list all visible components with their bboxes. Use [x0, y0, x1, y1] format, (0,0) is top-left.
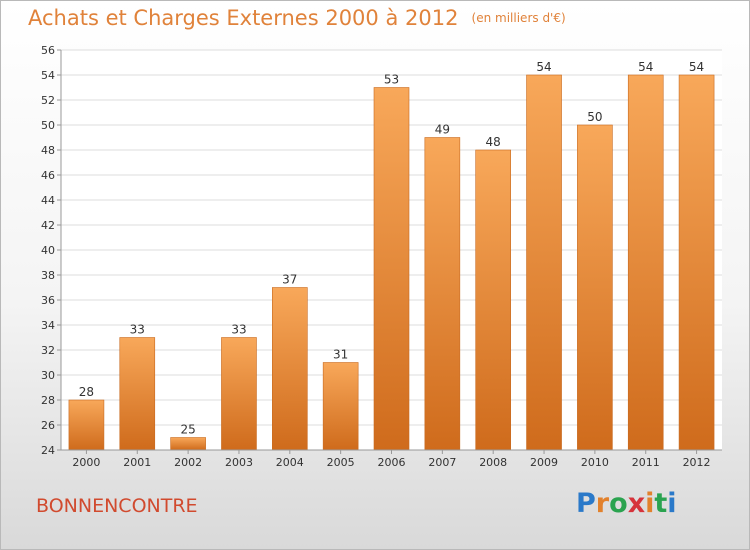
bar	[475, 149, 511, 451]
y-tick-label: 28	[41, 394, 55, 407]
y-tick-label: 42	[41, 219, 55, 232]
data-label: 25	[180, 423, 195, 437]
y-tick-label: 36	[41, 294, 55, 307]
data-label: 50	[587, 110, 602, 124]
data-label: 37	[282, 273, 297, 287]
axis-layer: 24 26 28 30 32 34 36 38 40 42 44 46 48 50 52 54 56 2000 20…	[41, 44, 722, 469]
y-tick-label: 26	[41, 419, 55, 432]
bar	[526, 74, 562, 451]
logo-letter: x	[627, 488, 646, 519]
x-tick-label: 2009	[530, 456, 558, 469]
y-tick-label: 44	[41, 194, 55, 207]
bar	[221, 337, 257, 451]
x-tick-label: 2003	[225, 456, 253, 469]
data-label: 33	[231, 323, 246, 337]
x-tick-label: 2012	[683, 456, 711, 469]
y-tick-label: 46	[41, 169, 55, 182]
bar	[678, 74, 715, 451]
y-tick-label: 32	[41, 344, 55, 357]
data-label: 54	[638, 60, 653, 74]
y-tick-label: 40	[41, 244, 55, 257]
data-label: 53	[384, 73, 399, 87]
bar	[272, 287, 308, 451]
bar	[119, 337, 156, 451]
bar	[577, 124, 613, 451]
data-label: 54	[536, 60, 551, 74]
x-tick-label: 2006	[378, 456, 406, 469]
x-tick-label: 2008	[479, 456, 507, 469]
unit-note: (en milliers d'€)	[471, 11, 566, 25]
y-tick-label: 34	[41, 319, 55, 332]
bar-layer: 28 33 25 33 37 31 53 49 48 54 50 54 54	[68, 60, 715, 451]
data-label: 49	[435, 123, 450, 137]
place-name: BONNENCONTRE	[36, 495, 198, 517]
logo-letter: o	[609, 488, 628, 519]
x-tick-label: 2001	[123, 456, 151, 469]
x-tick-label: 2005	[327, 456, 355, 469]
chart-title: Achats et Charges Externes 2000 à 2012	[28, 6, 459, 30]
y-tick-label: 48	[41, 144, 55, 157]
logo-letter: i	[645, 488, 655, 519]
logo-letter: r	[595, 488, 610, 519]
x-tick-label: 2007	[428, 456, 456, 469]
bar	[627, 74, 664, 451]
data-label: 31	[333, 348, 348, 362]
x-tick-label: 2002	[174, 456, 202, 469]
logo-letter: P	[576, 488, 596, 519]
y-tick-label: 24	[41, 444, 55, 457]
logo-letter: t	[654, 488, 668, 519]
bar	[424, 137, 461, 451]
bar	[68, 399, 105, 451]
data-label: 28	[79, 385, 94, 399]
chart-title-block: Achats et Charges Externes 2000 à 2012 (…	[28, 6, 566, 30]
data-label: 54	[689, 60, 704, 74]
bar	[322, 362, 359, 451]
data-label: 48	[486, 135, 501, 149]
proxiti-logo: Proxiti	[576, 488, 677, 519]
bar	[170, 437, 206, 451]
x-tick-label: 2000	[72, 456, 100, 469]
y-tick-label: 50	[41, 119, 55, 132]
logo-letter: i	[667, 488, 677, 519]
y-tick-label: 54	[41, 69, 55, 82]
data-label: 33	[130, 323, 145, 337]
y-tick-label: 38	[41, 269, 55, 282]
bar	[373, 87, 410, 451]
y-tick-label: 56	[41, 44, 55, 57]
x-tick-label: 2011	[632, 456, 660, 469]
x-tick-label: 2010	[581, 456, 609, 469]
y-tick-label: 52	[41, 94, 55, 107]
x-tick-label: 2004	[276, 456, 304, 469]
y-tick-label: 30	[41, 369, 55, 382]
